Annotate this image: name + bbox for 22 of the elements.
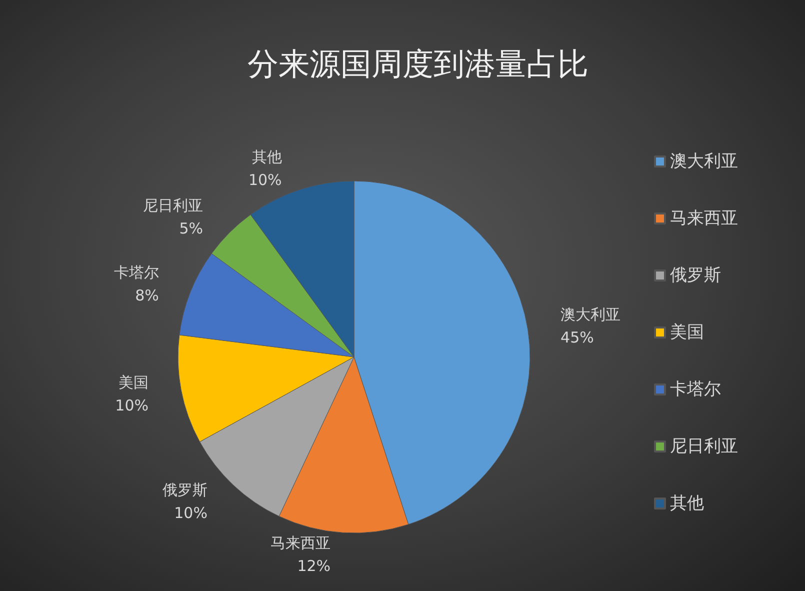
chart-title: 分来源国周度到港量占比 xyxy=(248,46,588,82)
legend-label: 澳大利亚 xyxy=(670,152,738,172)
data-label: 10% xyxy=(248,171,282,190)
slice-label: 卡塔尔 xyxy=(114,264,159,282)
slice-label: 俄罗斯 xyxy=(162,480,208,499)
slice-label: 澳大利亚 xyxy=(560,306,621,324)
data-label: 10% xyxy=(174,504,208,522)
legend-label: 俄罗斯 xyxy=(670,266,721,286)
legend-label: 美国 xyxy=(670,322,704,342)
legend-label: 其他 xyxy=(670,494,704,514)
data-label: 5% xyxy=(179,219,203,238)
data-label: 45% xyxy=(560,328,594,347)
slice-label: 马来西亚 xyxy=(270,534,331,552)
slice-label: 其他 xyxy=(252,148,282,166)
slice-label: 尼日利亚 xyxy=(142,196,203,214)
legend-label: 尼日利亚 xyxy=(670,436,738,456)
legend-label: 马来西亚 xyxy=(670,208,738,228)
data-label: 8% xyxy=(135,286,159,305)
data-label: 10% xyxy=(115,396,149,415)
legend-label: 卡塔尔 xyxy=(670,380,721,400)
slice-label: 美国 xyxy=(118,374,149,392)
data-label: 12% xyxy=(297,557,331,576)
